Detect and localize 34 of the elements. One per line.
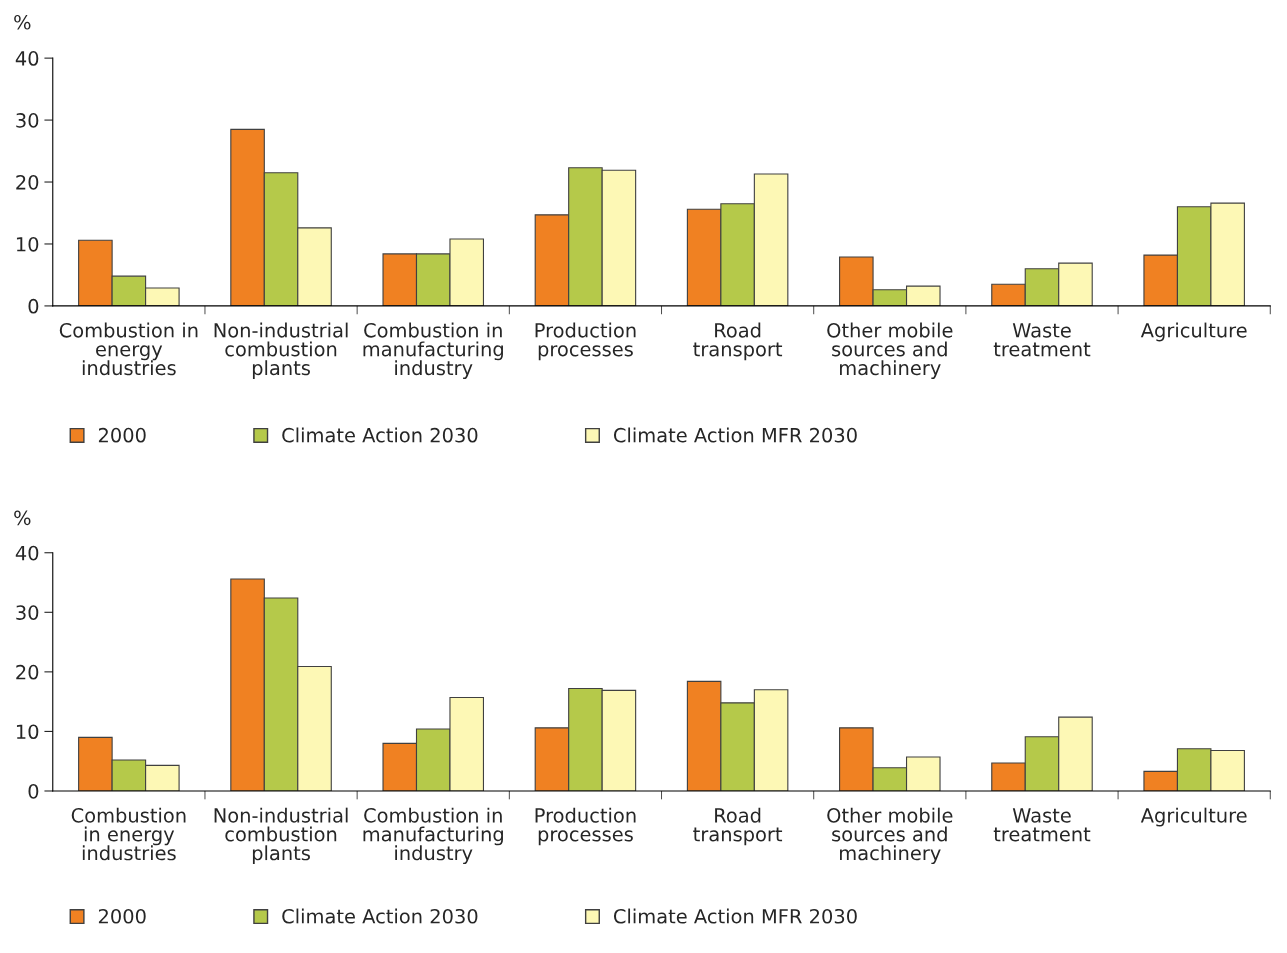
x-tick-label: Waste treatment bbox=[993, 808, 1091, 842]
x-tick-label: Other mobile sources and machinery bbox=[827, 322, 953, 380]
x-tick-label: Non-industrial combustion plants bbox=[214, 322, 348, 380]
y-axis-title: % bbox=[14, 14, 31, 30]
y-tick-label: 0 bbox=[28, 783, 39, 799]
x-tick-label: Combustion in energy industries bbox=[71, 807, 186, 861]
x-tick-label: Road transport bbox=[693, 807, 783, 846]
x-tick-label: Combustion in manufacturing industry bbox=[363, 322, 503, 380]
y-tick-label: 20 bbox=[16, 664, 39, 680]
y-axis-title: % bbox=[14, 510, 31, 526]
x-tick-label: Combustion in energy industries bbox=[59, 322, 198, 376]
legend-label: 2000 bbox=[98, 427, 146, 443]
y-tick-label: 30 bbox=[16, 113, 39, 128]
x-tick-label: Production processes bbox=[535, 807, 636, 846]
legend-label: Climate Action MFR 2030 bbox=[613, 427, 857, 443]
y-tick-label: 40 bbox=[15, 51, 39, 66]
x-tick-label: Non-industrial combustion plants bbox=[214, 807, 348, 865]
y-tick-label: 40 bbox=[15, 545, 39, 561]
y-tick-label: 10 bbox=[16, 236, 39, 252]
x-tick-label: Agriculture bbox=[1140, 807, 1247, 827]
x-tick-label: Other mobile sources and machinery bbox=[827, 807, 953, 865]
y-tick-label: 20 bbox=[16, 174, 39, 190]
x-tick-label: Combustion in manufacturing industry bbox=[363, 807, 503, 865]
legend-label: Climate Action 2030 bbox=[282, 427, 478, 443]
legend-label: Climate Action 2030 bbox=[282, 908, 478, 924]
y-tick-label: 30 bbox=[16, 605, 39, 620]
legend-label: Climate Action MFR 2030 bbox=[613, 908, 857, 924]
x-tick-label: Agriculture bbox=[1140, 322, 1247, 342]
x-tick-label: Production processes bbox=[535, 322, 636, 361]
x-tick-label: Road transport bbox=[693, 322, 783, 361]
y-tick-label: 10 bbox=[16, 724, 39, 740]
y-tick-label: 0 bbox=[28, 298, 39, 314]
x-tick-label: Waste treatment bbox=[993, 323, 1091, 357]
legend-label: 2000 bbox=[98, 908, 146, 924]
